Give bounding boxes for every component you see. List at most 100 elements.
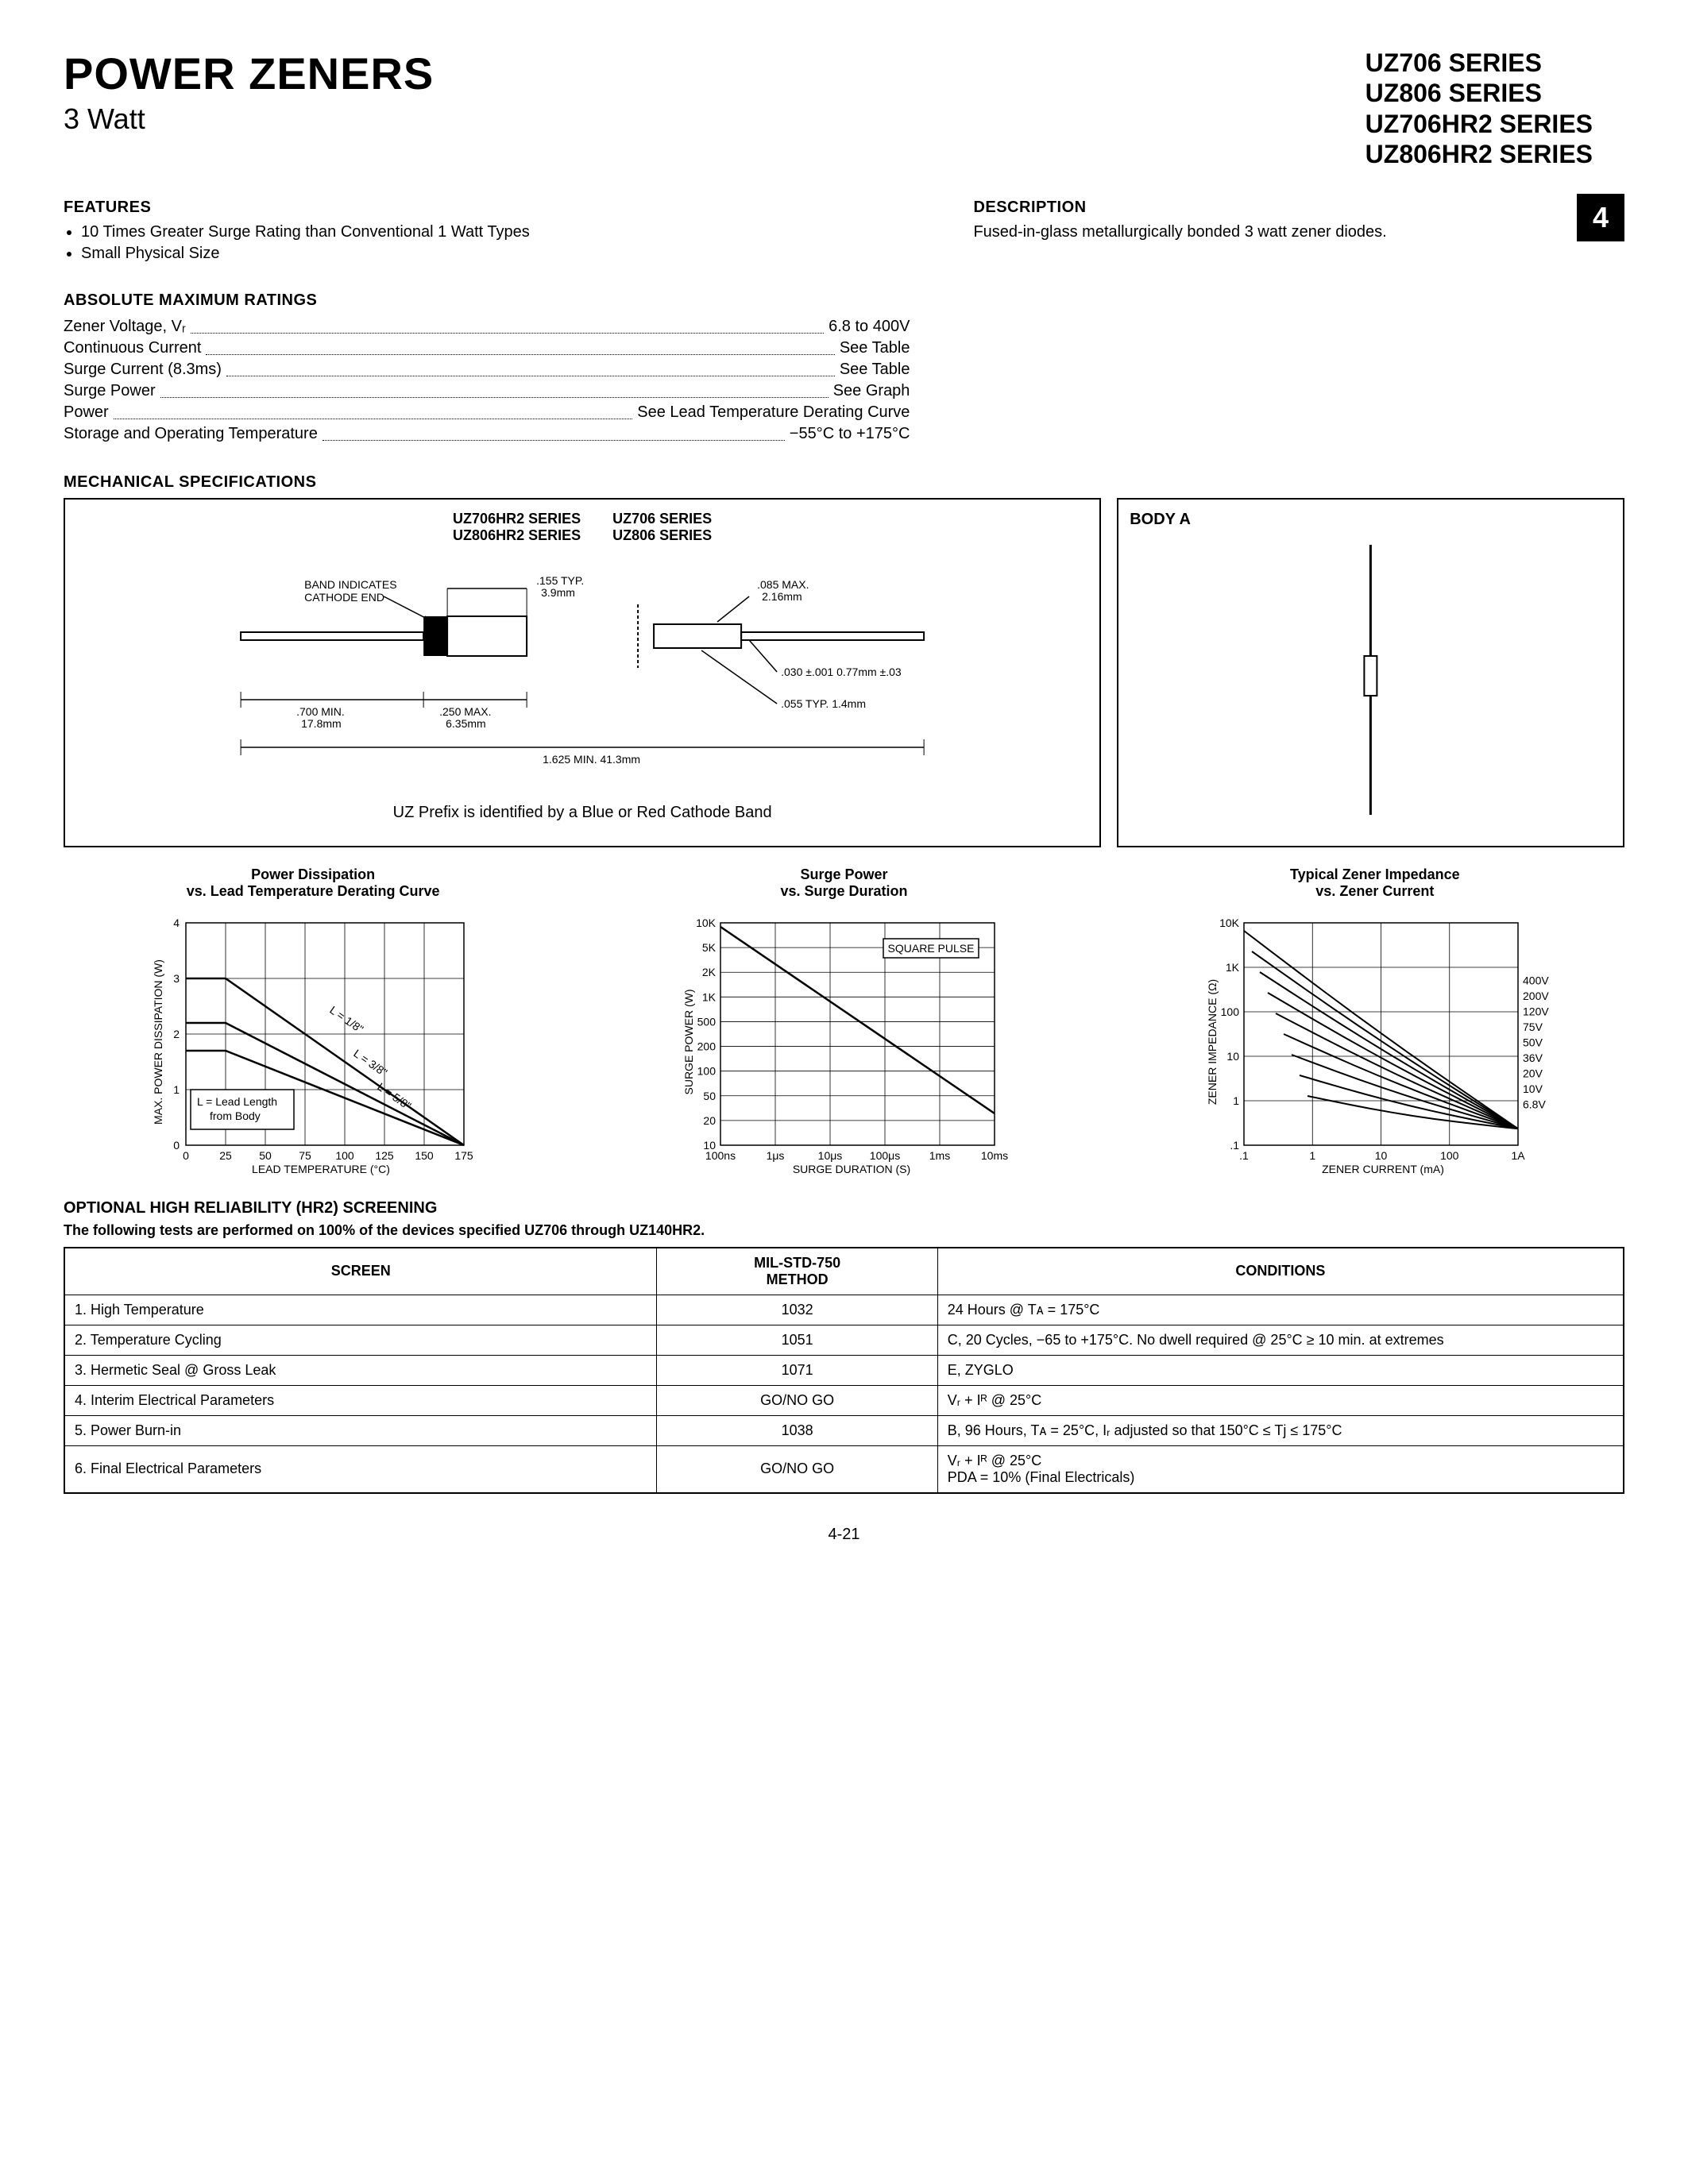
svg-text:10: 10 [704, 1139, 717, 1152]
svg-text:10V: 10V [1523, 1082, 1543, 1095]
features-list: 10 Times Greater Surge Rating than Conve… [64, 223, 910, 263]
svg-text:.030 ±.001 0.77mm ±.03: .030 ±.001 0.77mm ±.03 [781, 666, 902, 678]
svg-text:50V: 50V [1523, 1036, 1543, 1048]
ratings-value: −55°C to +175°C [790, 423, 910, 445]
svg-text:6.35mm: 6.35mm [446, 717, 486, 730]
chart3-svg: .11101001A.11101001K10K 400V200V120V75V5… [1200, 907, 1550, 1177]
charts-row: Power Dissipation vs. Lead Temperature D… [64, 866, 1624, 1177]
svg-text:125: 125 [375, 1149, 394, 1162]
svg-text:4: 4 [173, 916, 180, 929]
svg-text:50: 50 [259, 1149, 272, 1162]
svg-text:150: 150 [415, 1149, 434, 1162]
ratings-row: Surge Current (8.3ms)See Table [64, 359, 910, 380]
svg-text:.1: .1 [1230, 1139, 1239, 1152]
svg-text:L = Lead Length: L = Lead Length [197, 1095, 277, 1108]
feature-1: Small Physical Size [81, 245, 910, 263]
svg-text:10: 10 [1226, 1050, 1239, 1063]
svg-text:3.9mm: 3.9mm [541, 586, 575, 599]
svg-text:1: 1 [1309, 1149, 1315, 1162]
series-3: UZ806HR2 SERIES [1365, 139, 1593, 169]
description-text: Fused-in-glass metallurgically bonded 3 … [973, 223, 1624, 241]
series-2: UZ706HR2 SERIES [1365, 109, 1593, 139]
svg-text:100: 100 [1220, 1005, 1239, 1018]
svg-text:CATHODE END: CATHODE END [304, 591, 384, 604]
page-number: 4-21 [64, 1526, 1624, 1544]
svg-text:50: 50 [704, 1090, 717, 1102]
chart-3: Typical Zener Impedance vs. Zener Curren… [1126, 866, 1624, 1177]
ratings-value: 6.8 to 400V [829, 316, 910, 338]
table-row: 3. Hermetic Seal @ Gross Leak1071E, ZYGL… [64, 1355, 1624, 1385]
cell-screen: 5. Power Burn-in [64, 1415, 657, 1445]
svg-text:0: 0 [173, 1139, 180, 1152]
svg-text:500: 500 [697, 1015, 717, 1028]
cell-conditions: Vᵣ + Iᴿ @ 25°C PDA = 10% (Final Electric… [937, 1445, 1624, 1493]
svg-text:10K: 10K [1219, 916, 1240, 929]
series-list: UZ706 SERIES UZ806 SERIES UZ706HR2 SERIE… [1365, 48, 1593, 170]
intro-columns: FEATURES 10 Times Greater Surge Rating t… [64, 170, 1624, 445]
cell-screen: 6. Final Electrical Parameters [64, 1445, 657, 1493]
table-row: 6. Final Electrical ParametersGO/NO GOVᵣ… [64, 1445, 1624, 1493]
svg-text:L = 5/8": L = 5/8" [375, 1080, 413, 1112]
chart-2: Surge Power vs. Surge Duration 100ns1μs1… [594, 866, 1093, 1177]
chart-1: Power Dissipation vs. Lead Temperature D… [64, 866, 562, 1177]
th-screen: SCREEN [64, 1248, 657, 1295]
svg-text:5K: 5K [702, 941, 717, 954]
mechanical-heading: MECHANICAL SPECIFICATIONS [64, 473, 1624, 492]
cell-method: 1038 [657, 1415, 937, 1445]
svg-text:1: 1 [173, 1083, 180, 1096]
svg-text:1A: 1A [1511, 1149, 1525, 1162]
body-a-drawing [1130, 529, 1612, 831]
svg-text:10ms: 10ms [981, 1149, 1008, 1162]
ratings-block: Zener Voltage, Vᵣ6.8 to 400VContinuous C… [64, 316, 910, 445]
svg-text:10: 10 [1375, 1149, 1388, 1162]
th-conditions: CONDITIONS [937, 1248, 1624, 1295]
screening-heading: OPTIONAL HIGH RELIABILITY (HR2) SCREENIN… [64, 1199, 1624, 1217]
svg-text:.085 MAX.: .085 MAX. [757, 578, 809, 591]
svg-text:LEAD TEMPERATURE (°C): LEAD TEMPERATURE (°C) [252, 1163, 390, 1175]
table-row: 2. Temperature Cycling1051C, 20 Cycles, … [64, 1325, 1624, 1355]
ratings-row: Power See Lead Temperature Derating Curve [64, 402, 910, 423]
svg-text:.1: .1 [1239, 1149, 1249, 1162]
mech-note: UZ Prefix is identified by a Blue or Red… [76, 804, 1088, 822]
svg-text:.055 TYP. 1.4mm: .055 TYP. 1.4mm [781, 697, 866, 710]
right-col: DESCRIPTION Fused-in-glass metallurgical… [973, 170, 1624, 445]
chart1-svg: 025507510012515017501234 L = 1/8"L = 3/8… [146, 907, 480, 1177]
body-a-title: BODY A [1130, 511, 1612, 529]
series-1: UZ806 SERIES [1365, 78, 1593, 108]
svg-text:75V: 75V [1523, 1021, 1543, 1033]
ratings-label: Power [64, 402, 109, 423]
title-block: POWER ZENERS 3 Watt [64, 48, 434, 136]
svg-text:MAX. POWER DISSIPATION (W): MAX. POWER DISSIPATION (W) [152, 959, 164, 1125]
ratings-row: Continuous CurrentSee Table [64, 338, 910, 359]
ratings-value: See Lead Temperature Derating Curve [637, 402, 910, 423]
ratings-label: Zener Voltage, Vᵣ [64, 316, 186, 338]
svg-text:3: 3 [173, 972, 180, 985]
svg-text:100: 100 [697, 1064, 717, 1077]
mechanical-row: UZ706HR2 SERIES UZ806HR2 SERIES UZ706 SE… [64, 498, 1624, 847]
svg-text:200V: 200V [1523, 990, 1549, 1002]
main-title: POWER ZENERS [64, 48, 434, 99]
svg-text:1μs: 1μs [767, 1149, 785, 1162]
th-method: MIL-STD-750 METHOD [657, 1248, 937, 1295]
svg-text:1.625 MIN. 41.3mm: 1.625 MIN. 41.3mm [543, 753, 640, 766]
ratings-value: See Graph [833, 380, 910, 402]
svg-text:2.16mm: 2.16mm [762, 590, 802, 603]
svg-text:SURGE DURATION (S): SURGE DURATION (S) [793, 1163, 910, 1175]
svg-text:25: 25 [219, 1149, 232, 1162]
mech-series-left: UZ706HR2 SERIES UZ806HR2 SERIES [453, 511, 581, 544]
ratings-label: Surge Current (8.3ms) [64, 359, 222, 380]
svg-text:175: 175 [454, 1149, 473, 1162]
svg-text:75: 75 [299, 1149, 311, 1162]
chart2-title: Surge Power vs. Surge Duration [594, 866, 1093, 901]
ratings-label: Storage and Operating Temperature [64, 423, 318, 445]
svg-text:ZENER CURRENT (mA): ZENER CURRENT (mA) [1322, 1163, 1444, 1175]
subtitle: 3 Watt [64, 102, 434, 136]
series-0: UZ706 SERIES [1365, 48, 1593, 78]
svg-text:100: 100 [335, 1149, 354, 1162]
cell-conditions: E, ZYGLO [937, 1355, 1624, 1385]
svg-text:1ms: 1ms [929, 1149, 950, 1162]
svg-text:100: 100 [1440, 1149, 1459, 1162]
diode-drawing: BAND INDICATES CATHODE END .700 MIN. 17.… [76, 549, 1088, 771]
ratings-label: Continuous Current [64, 338, 201, 359]
svg-text:1K: 1K [702, 990, 717, 1003]
